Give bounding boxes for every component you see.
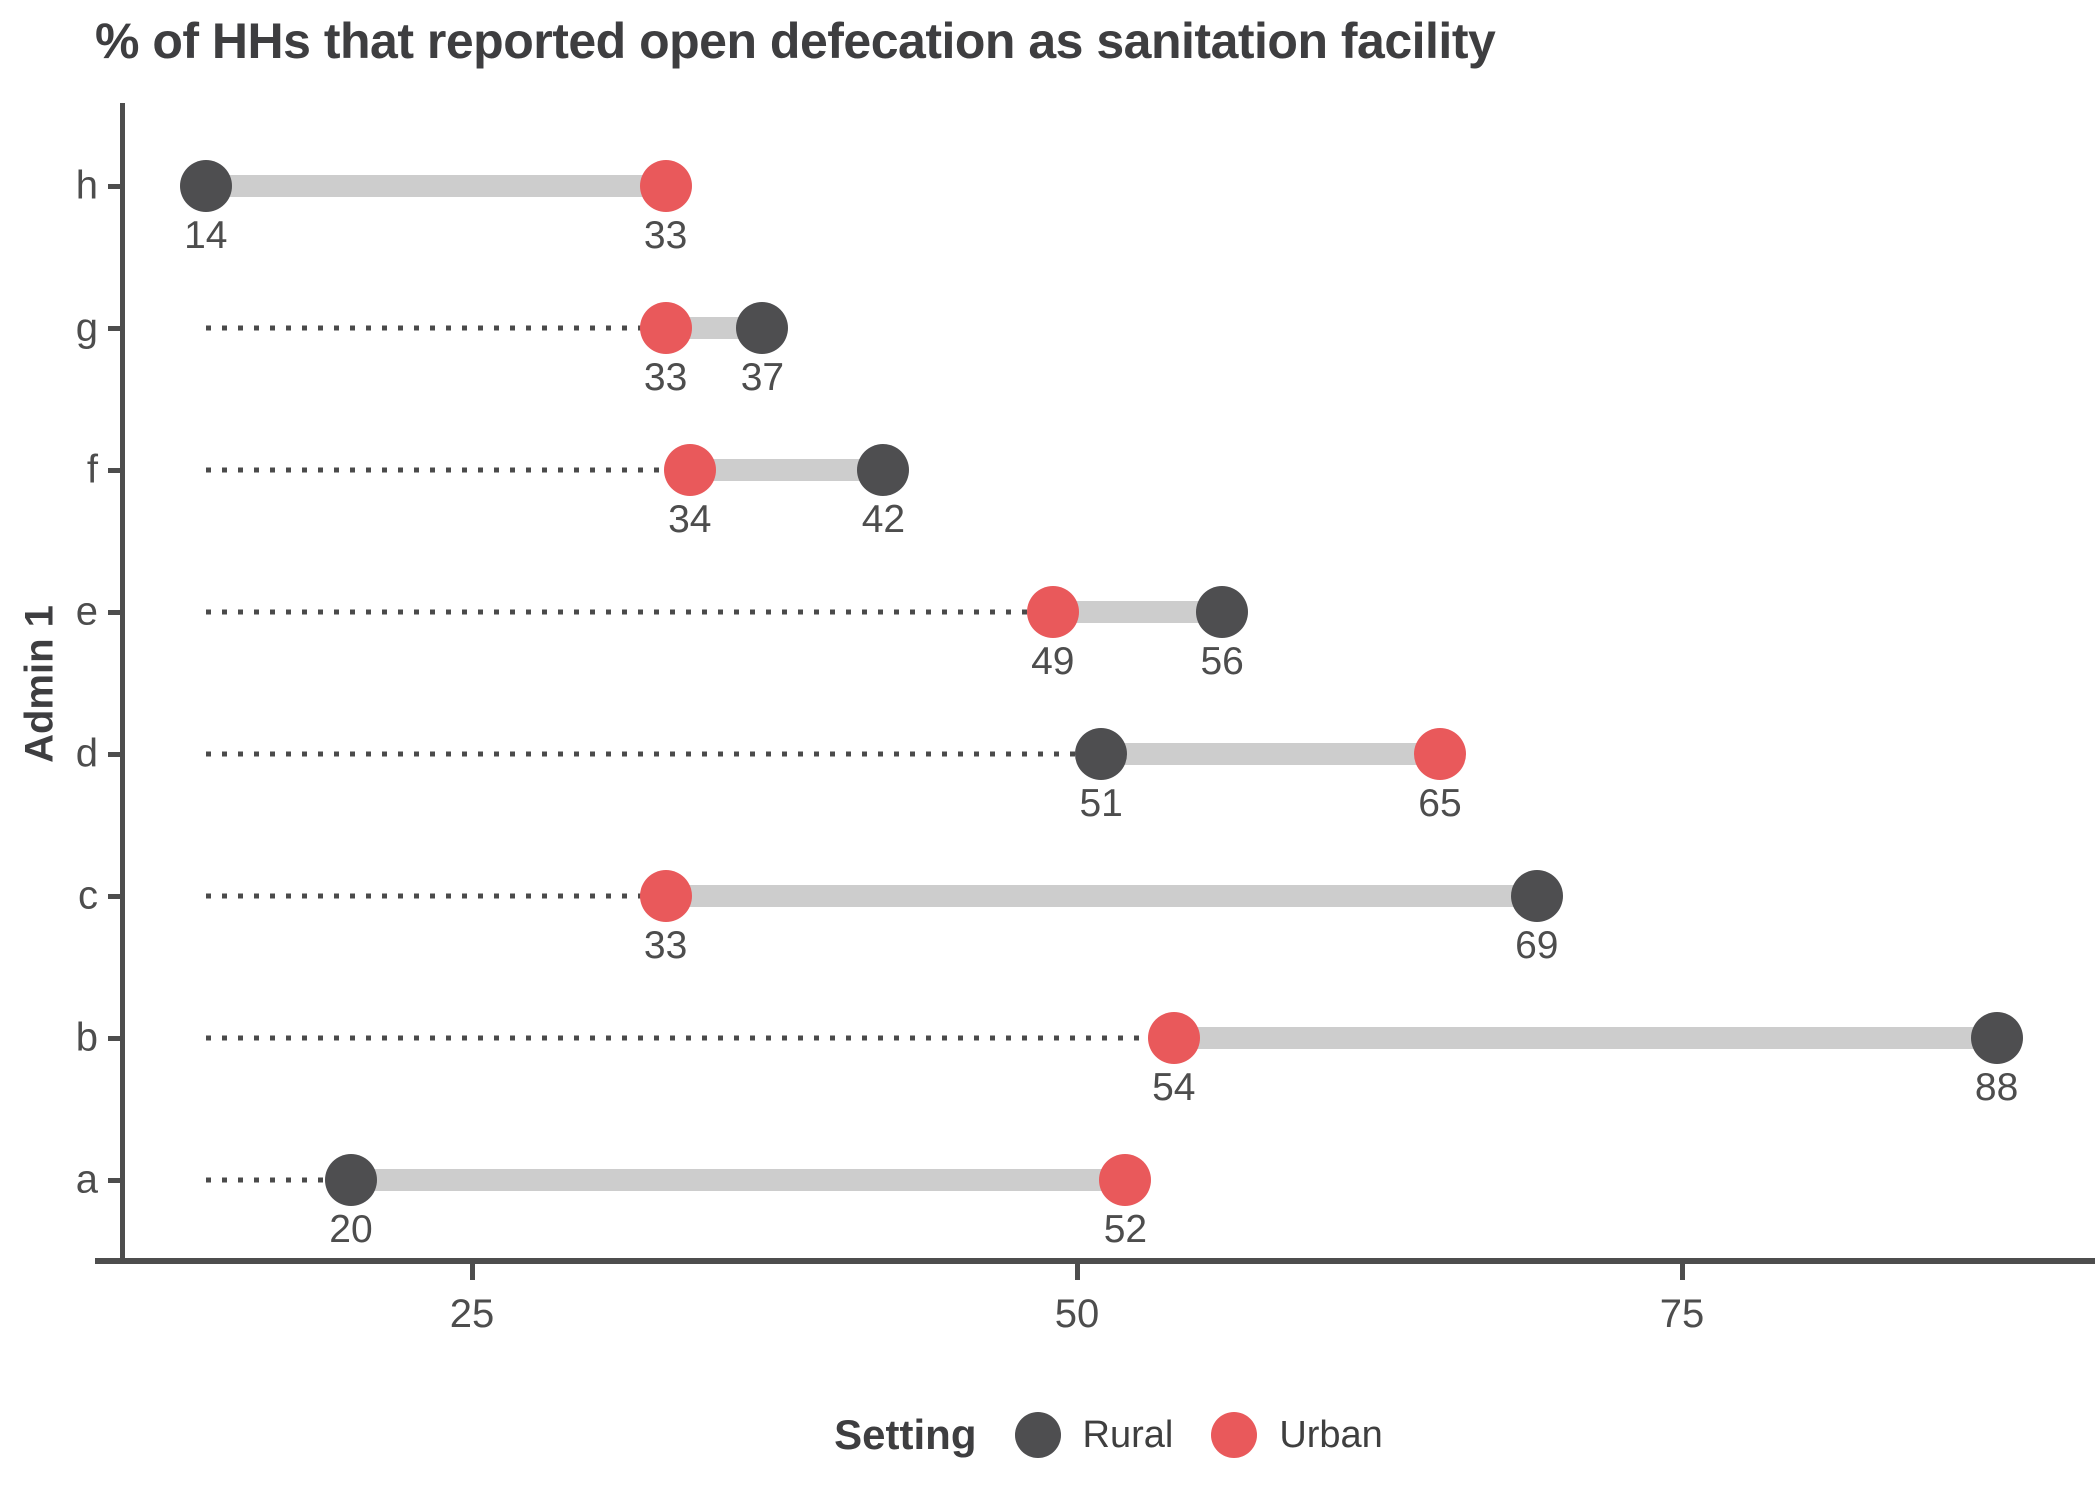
legend-entries: Rural Urban — [1014, 1412, 1383, 1458]
rural-dot-f — [857, 444, 910, 496]
x-tick-50 — [1075, 1264, 1080, 1280]
y-category-label-b: b — [75, 1015, 98, 1060]
urban-value-label-a: 52 — [1103, 1208, 1148, 1251]
legend-swatch-rural-icon — [1014, 1412, 1061, 1458]
x-tick-25 — [470, 1264, 475, 1280]
connector-bar-h — [205, 175, 666, 197]
leader-line-f — [205, 467, 690, 473]
y-category-label-h: h — [75, 163, 98, 208]
rural-dot-b — [1970, 1012, 2023, 1064]
rural-dot-e — [1196, 586, 1249, 638]
legend-entry-rural: Rural — [1014, 1412, 1174, 1458]
y-tick-g — [108, 326, 122, 331]
urban-dot-f — [663, 444, 716, 496]
y-category-label-f: f — [86, 447, 98, 492]
leader-line-e — [205, 609, 1053, 615]
leader-line-c — [205, 893, 666, 899]
urban-dot-b — [1147, 1012, 1200, 1064]
urban-value-label-e: 49 — [1031, 640, 1075, 683]
y-tick-f — [108, 468, 122, 473]
y-tick-b — [108, 1036, 122, 1041]
rural-value-label-c: 69 — [1515, 924, 1559, 967]
legend-title: Setting — [834, 1411, 977, 1458]
urban-dot-h — [639, 160, 692, 212]
urban-value-label-h: 33 — [643, 214, 688, 257]
urban-dot-e — [1026, 586, 1079, 638]
connector-bar-f — [689, 459, 884, 481]
urban-value-label-g: 33 — [643, 356, 688, 399]
rural-value-label-e: 56 — [1200, 640, 1244, 683]
urban-value-label-d: 65 — [1418, 782, 1462, 825]
rural-value-label-h: 14 — [184, 214, 228, 257]
connector-bar-b — [1173, 1027, 1997, 1049]
legend-swatch-urban-icon — [1211, 1412, 1258, 1458]
x-tick-label-25: 25 — [449, 1292, 495, 1336]
y-tick-c — [108, 894, 122, 899]
y-tick-a — [108, 1178, 122, 1183]
connector-bar-e — [1052, 601, 1223, 623]
y-category-label-g: g — [75, 305, 98, 350]
y-category-label-d: d — [75, 731, 98, 776]
y-category-label-e: e — [75, 589, 98, 634]
urban-value-label-c: 33 — [643, 924, 688, 967]
y-category-label-a: a — [75, 1157, 98, 1202]
x-tick-label-50: 50 — [1054, 1292, 1100, 1336]
rural-dot-g — [736, 302, 789, 354]
x-tick-label-75: 75 — [1659, 1292, 1705, 1336]
legend: Setting Rural Urban — [122, 1398, 2095, 1472]
rural-dot-d — [1075, 728, 1128, 780]
y-tick-e — [108, 610, 122, 615]
legend-label-rural: Rural — [1082, 1413, 1174, 1456]
rural-dot-a — [325, 1154, 377, 1206]
rural-value-label-d: 51 — [1079, 782, 1123, 825]
legend-entry-urban: Urban — [1211, 1412, 1383, 1458]
x-axis-line — [95, 1258, 2095, 1264]
y-category-label-c: c — [78, 873, 98, 918]
rural-value-label-f: 42 — [861, 498, 906, 541]
leader-line-d — [205, 751, 1102, 757]
urban-dot-d — [1414, 728, 1466, 780]
connector-bar-c — [665, 885, 1537, 907]
chart-title: % of HHs that reported open defecation a… — [95, 13, 1496, 69]
connector-bar-a — [351, 1169, 1126, 1191]
rural-value-label-g: 37 — [740, 356, 785, 399]
y-tick-d — [108, 752, 122, 757]
y-axis-line — [120, 103, 125, 1264]
legend-label-urban: Urban — [1279, 1413, 1383, 1456]
urban-value-label-f: 34 — [668, 498, 712, 541]
urban-value-label-b: 54 — [1152, 1066, 1196, 1109]
connector-bar-d — [1101, 743, 1440, 765]
y-tick-h — [108, 184, 122, 189]
leader-line-b — [205, 1035, 1174, 1041]
rural-dot-c — [1510, 870, 1563, 922]
rural-dot-h — [179, 160, 232, 212]
leader-line-g — [205, 325, 666, 331]
urban-dot-c — [639, 870, 692, 922]
leader-line-a — [205, 1177, 351, 1183]
x-tick-75 — [1680, 1264, 1685, 1280]
urban-dot-a — [1099, 1154, 1152, 1206]
urban-dot-g — [639, 302, 692, 354]
rural-value-label-a: 20 — [329, 1208, 373, 1251]
rural-value-label-b: 88 — [1974, 1066, 2019, 1109]
